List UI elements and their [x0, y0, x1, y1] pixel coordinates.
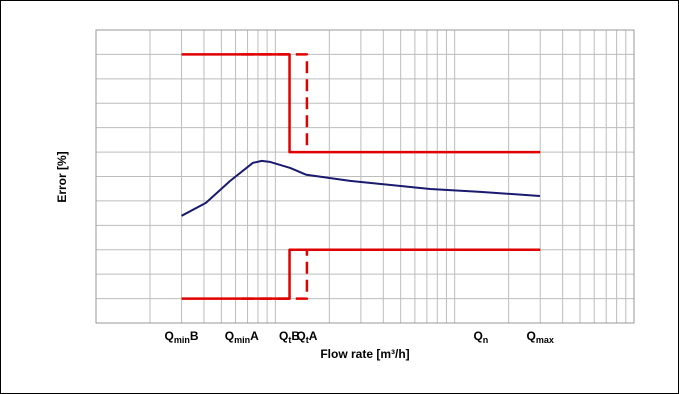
- tick-suffix: B: [190, 329, 199, 343]
- tick-suffix: A: [309, 329, 318, 343]
- tick-sub: n: [483, 335, 489, 345]
- tick-main: Q: [473, 329, 482, 343]
- tick-main: Q: [225, 329, 234, 343]
- x-tick-label: QminA: [225, 329, 259, 345]
- plot-area: [95, 29, 635, 324]
- series-line: [181, 159, 541, 217]
- x-axis-title: Flow rate [m³/h]: [320, 347, 409, 361]
- tick-suffix: B: [291, 329, 300, 343]
- x-tick-label: Qn: [473, 329, 488, 345]
- x-tick-label: QtB: [279, 329, 300, 345]
- series-line: [181, 53, 541, 154]
- tick-sub: max: [536, 335, 554, 345]
- tick-main: Q: [165, 329, 174, 343]
- limit-line-dashed: [241, 249, 309, 300]
- tick-sub: t: [288, 335, 291, 345]
- x-tick-label: QtA: [296, 329, 317, 345]
- tick-sub: min: [234, 335, 250, 345]
- tick-main: Q: [296, 329, 305, 343]
- series-line: [181, 248, 541, 300]
- x-tick-label: QminB: [165, 329, 199, 345]
- x-tick-label: Qmax: [527, 329, 554, 345]
- tick-main: Q: [527, 329, 536, 343]
- limit-line-dashed: [241, 53, 309, 153]
- series-group: [181, 53, 541, 300]
- y-axis-title: Error [%]: [55, 151, 69, 202]
- tick-main: Q: [279, 329, 288, 343]
- tick-sub: min: [174, 335, 190, 345]
- tick-suffix: A: [250, 329, 259, 343]
- tick-sub: t: [306, 335, 309, 345]
